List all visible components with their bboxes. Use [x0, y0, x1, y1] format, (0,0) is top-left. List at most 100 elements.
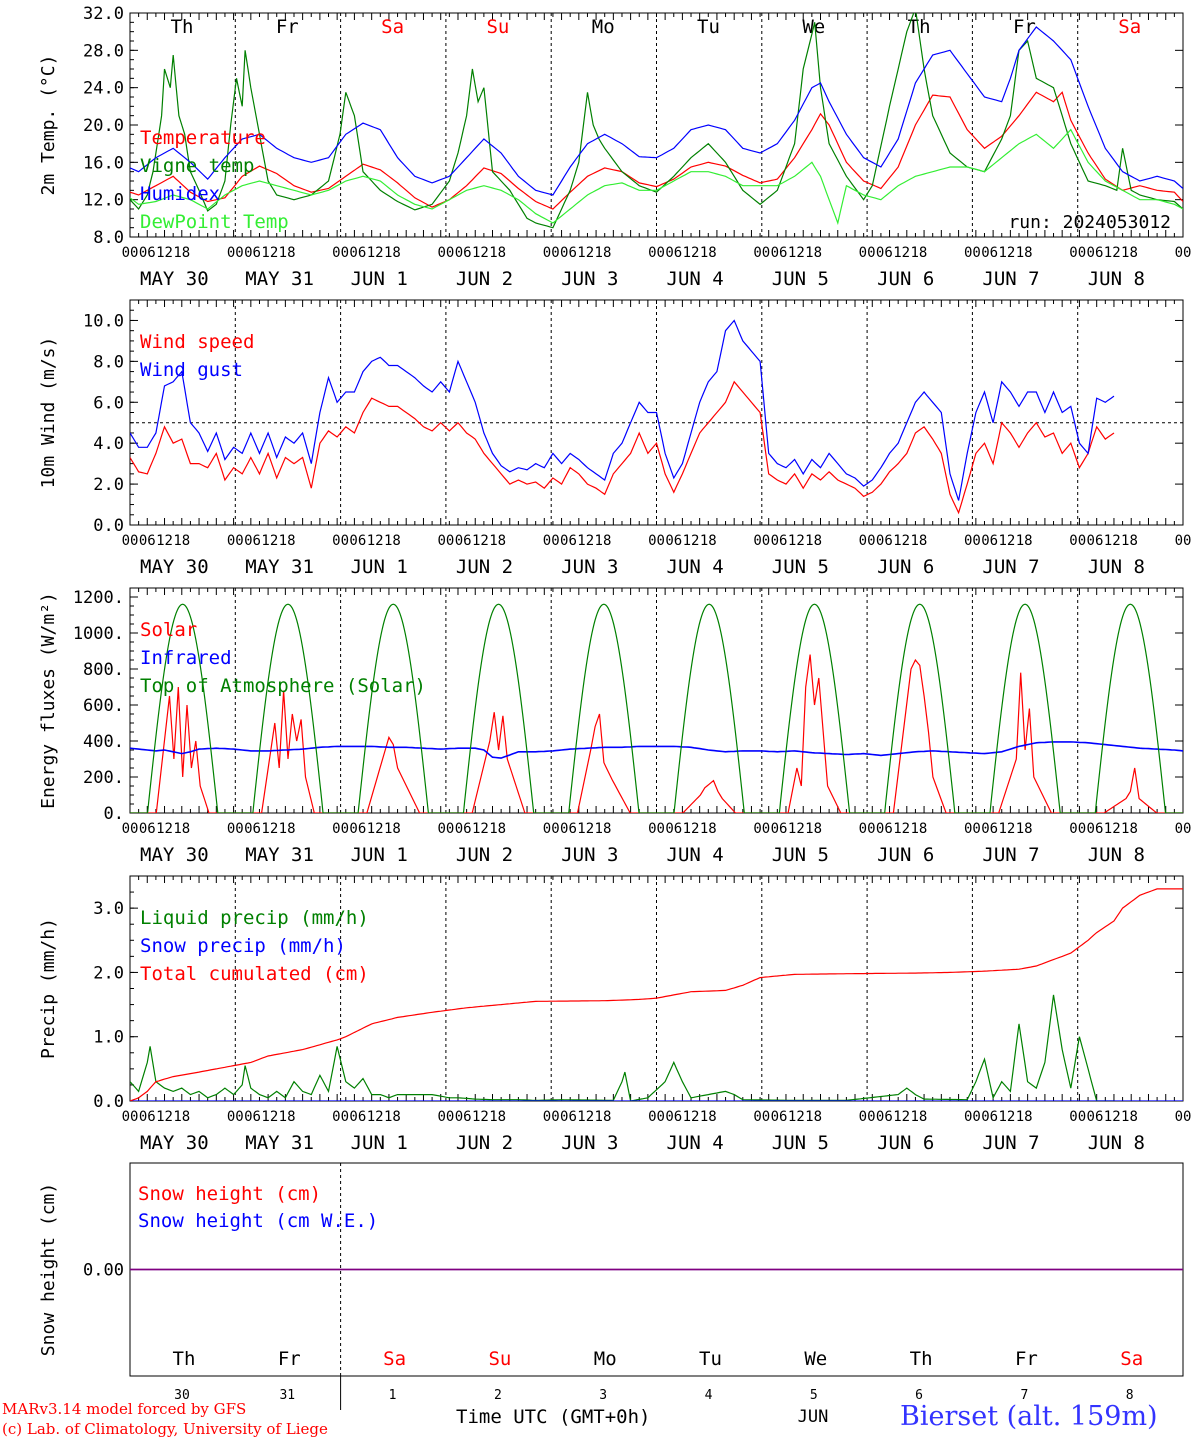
hour-tick-label: 00 — [227, 1109, 244, 1125]
legend-entry: DewPoint Temp — [140, 211, 289, 233]
legend-entry: Temperature — [140, 127, 266, 149]
date-label: JUN 5 — [772, 556, 829, 578]
hour-tick-label: 18 — [489, 1109, 506, 1125]
date-label: MAY 31 — [245, 556, 314, 578]
hour-tick-label: 18 — [279, 533, 296, 549]
hour-tick-label: 06 — [244, 245, 261, 261]
y-tick-label: 8.0 — [93, 228, 124, 248]
day-number-label: 3 — [599, 1388, 607, 1403]
hour-tick-label: 06 — [455, 821, 472, 837]
hour-tick-label: 06 — [349, 821, 366, 837]
hour-tick-label: 12 — [261, 245, 278, 261]
series-group — [130, 319, 1115, 515]
y-tick-label: 0.0 — [93, 516, 124, 536]
y-tick-label: 28.0 — [83, 41, 124, 61]
hour-tick-label: 12 — [472, 245, 489, 261]
date-label: MAY 30 — [140, 268, 209, 290]
hour-tick-label: 18 — [489, 245, 506, 261]
hour-tick-label: 00 — [437, 1109, 454, 1125]
hour-tick-label: 12 — [367, 821, 384, 837]
panel-3: 0. 200. 400. 600. 800. 1000. 1200. Energy fluxe… — [38, 587, 1191, 866]
y-tick-label: 24.0 — [83, 79, 124, 99]
day-number-label: 7 — [1020, 1388, 1028, 1403]
weekday-label: Mo — [592, 16, 615, 38]
y-tick-label: 1000. — [73, 624, 124, 644]
date-label: JUN 5 — [772, 844, 829, 866]
hour-tick-label: 12 — [472, 821, 489, 837]
date-label: JUN 3 — [561, 268, 618, 290]
hour-tick-label: 06 — [139, 1109, 156, 1125]
hour-tick-label: 18 — [279, 245, 296, 261]
date-label: JUN 7 — [982, 844, 1039, 866]
hour-tick-label: 18 — [700, 533, 717, 549]
hour-tick-label: 00 — [332, 533, 349, 549]
hour-tick-label: 12 — [788, 245, 805, 261]
hour-tick-label: 06 — [349, 533, 366, 549]
y-axis-label: 10m Wind (m/s) — [38, 337, 59, 489]
date-label: JUN 1 — [351, 268, 408, 290]
panel-frame — [129, 587, 1184, 814]
date-label: JUN 1 — [351, 556, 408, 578]
hour-tick-label: 06 — [771, 1109, 788, 1125]
y-tick-label: 6.0 — [93, 393, 124, 413]
y-axis-label: Snow height (cm) — [38, 1183, 59, 1356]
day-number-label: 30 — [174, 1388, 190, 1403]
hour-tick-label: 00 — [753, 533, 770, 549]
hour-tick-label: 00 — [227, 245, 244, 261]
hour-tick-label: 06 — [139, 821, 156, 837]
y-axis-label: Precip (mm/h) — [38, 918, 59, 1059]
hour-tick-label: 18 — [595, 821, 612, 837]
day-number-label: 6 — [915, 1388, 923, 1403]
weekday-label: Th — [908, 16, 931, 38]
hour-tick-label: 18 — [910, 245, 927, 261]
hour-tick-label: 06 — [876, 1109, 893, 1125]
hour-tick-label: 12 — [683, 1109, 700, 1125]
date-label: JUN 7 — [982, 268, 1039, 290]
weekday-label: Fr — [1015, 1348, 1038, 1370]
weekday-label: Sa — [1120, 1348, 1143, 1370]
hour-tick-label: 18 — [910, 821, 927, 837]
hour-tick-label: 18 — [279, 821, 296, 837]
hour-tick-label: 18 — [173, 1109, 190, 1125]
y-tick-label: 600. — [83, 696, 124, 716]
hour-tick-label: 12 — [156, 533, 173, 549]
hour-tick-label: 18 — [1121, 533, 1138, 549]
date-label: MAY 30 — [140, 844, 209, 866]
series-line-3 — [130, 26, 1183, 196]
hour-tick-label: 06 — [244, 821, 261, 837]
series-line-1 — [130, 91, 1183, 210]
hour-tick-label: 18 — [910, 1109, 927, 1125]
hour-tick-label: 00 — [753, 1109, 770, 1125]
y-tick-label: 16.0 — [83, 153, 124, 173]
hour-tick-label: 18 — [384, 533, 401, 549]
hour-tick-label: 06 — [1087, 1109, 1104, 1125]
date-label: JUN 7 — [982, 1132, 1039, 1154]
hour-tick-label: 12 — [156, 821, 173, 837]
legend-entry: Humidex — [140, 183, 220, 205]
hour-tick-label: 18 — [489, 821, 506, 837]
hour-tick-label: 12 — [998, 1109, 1015, 1125]
hour-tick-label: 18 — [700, 1109, 717, 1125]
hour-tick-label: 12 — [683, 245, 700, 261]
station-name: Bierset (alt. 159m) — [900, 1401, 1158, 1432]
hour-tick-label: 00 — [964, 533, 981, 549]
hour-tick-label: 06 — [981, 245, 998, 261]
hour-tick-label: 06 — [455, 245, 472, 261]
hour-tick-label: 18 — [384, 821, 401, 837]
date-label: JUN 4 — [667, 556, 724, 578]
hour-tick-label: 12 — [367, 533, 384, 549]
date-label: JUN 6 — [877, 556, 934, 578]
hour-tick-label: 00 — [437, 245, 454, 261]
hour-tick-label: 12 — [577, 245, 594, 261]
hour-tick-label: 12 — [577, 1109, 594, 1125]
date-label: JUN 6 — [877, 1132, 934, 1154]
hour-tick-label: 18 — [595, 245, 612, 261]
hour-tick-label: 06 — [1087, 821, 1104, 837]
y-tick-label: 32.0 — [83, 4, 124, 24]
weekday-label: Th — [910, 1348, 933, 1370]
hour-tick-label: 18 — [805, 1109, 822, 1125]
hour-tick-label: 06 — [981, 533, 998, 549]
hour-tick-label: 12 — [1104, 533, 1121, 549]
